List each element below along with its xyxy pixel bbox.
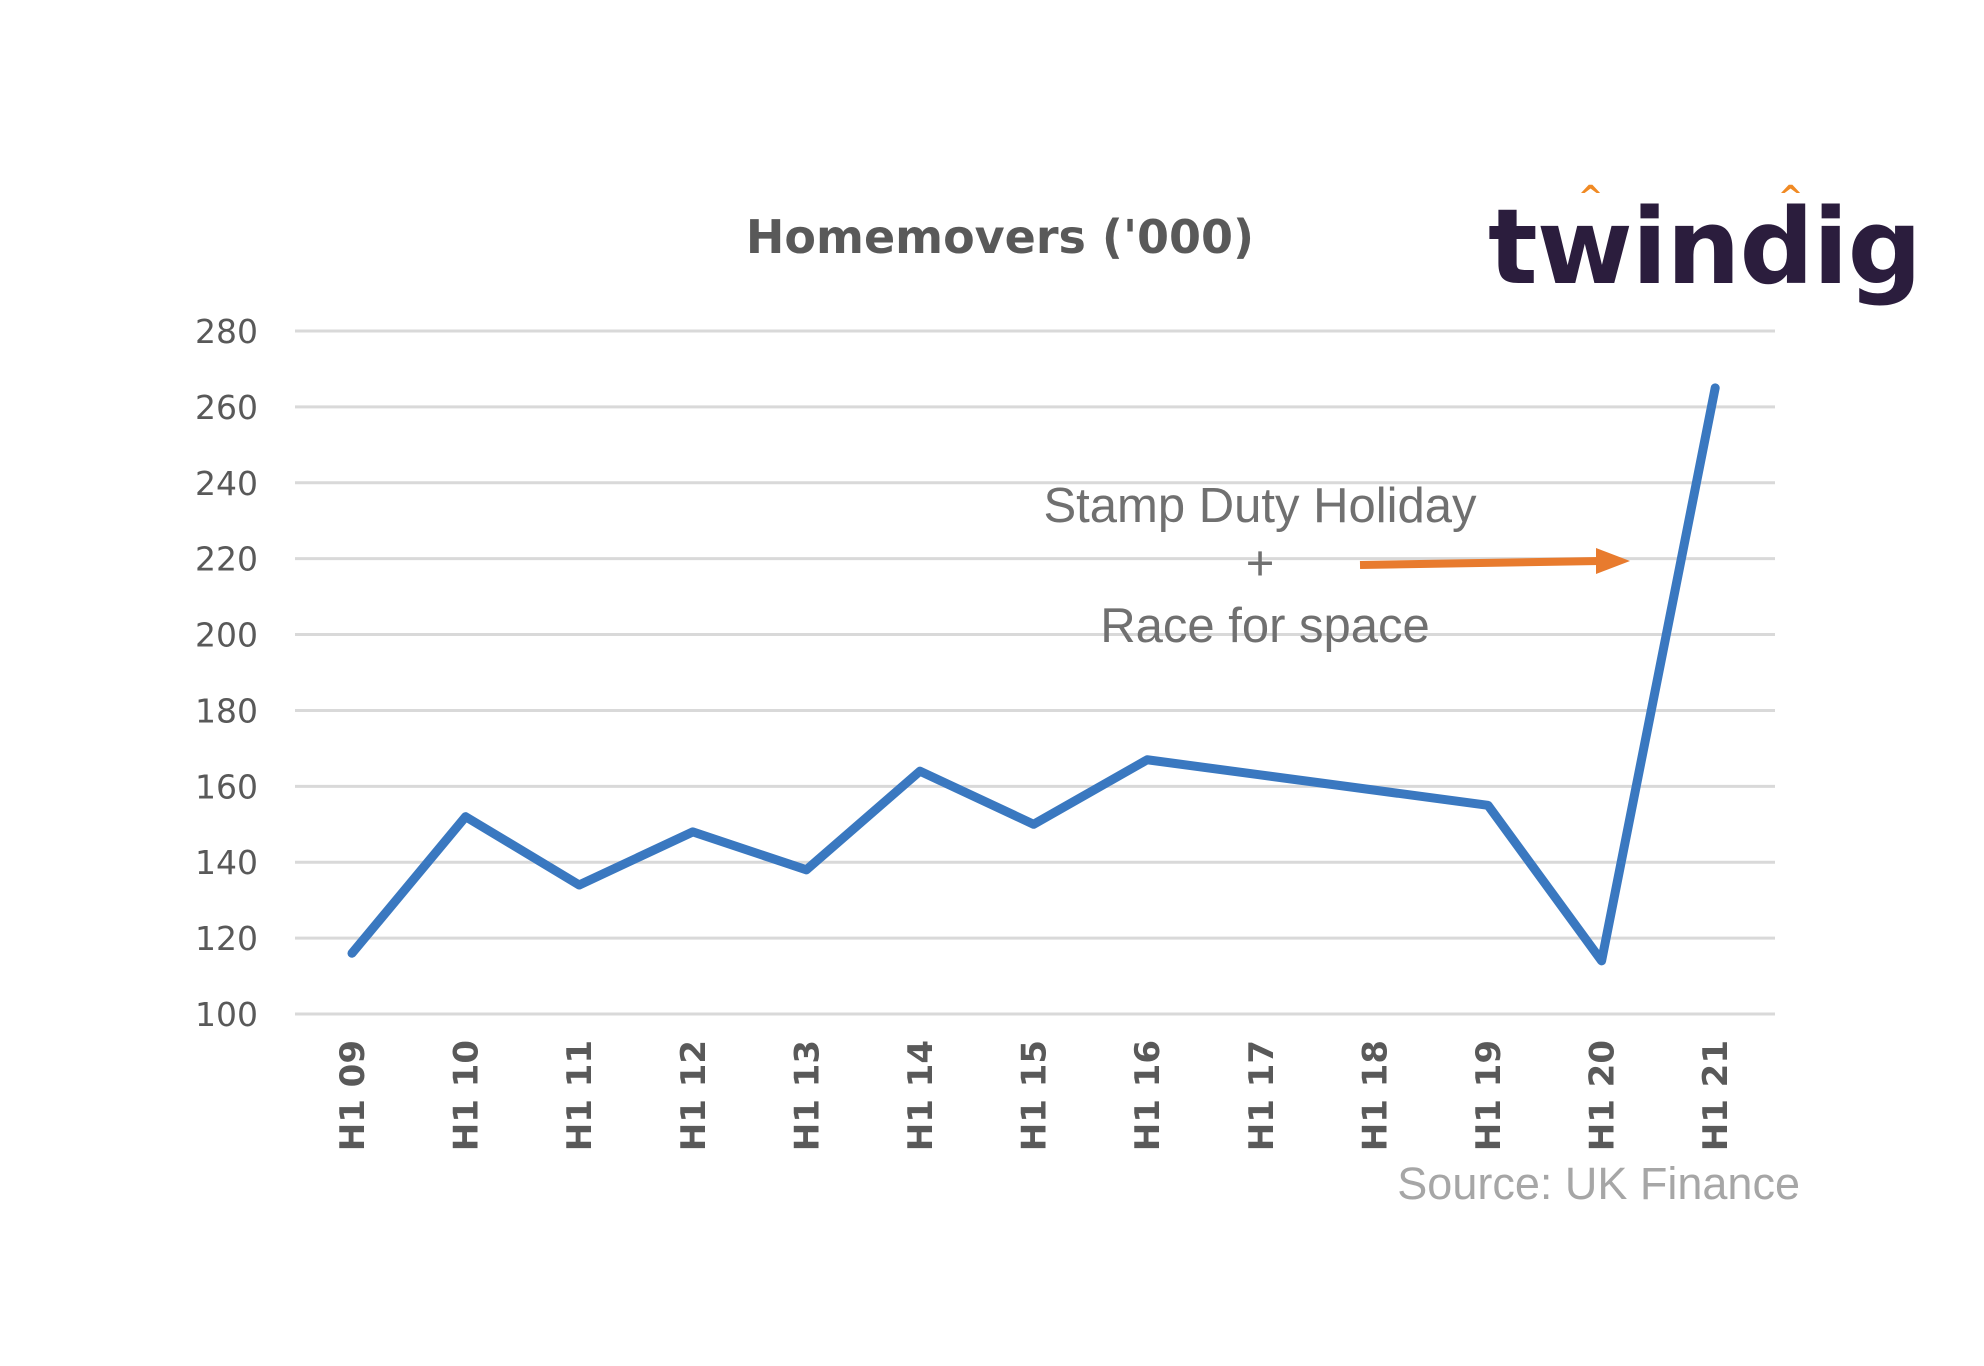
x-tick-label: H1 21 — [1696, 1040, 1736, 1151]
arrow-shaft — [1359, 557, 1601, 569]
chart-title: Homemovers ('000) — [745, 210, 1255, 264]
logo-accent-icon: ^ — [1778, 180, 1803, 215]
annotation-line-1: Stamp Duty Holiday — [1043, 479, 1477, 533]
x-tick-label: H1 15 — [1015, 1040, 1055, 1151]
y-tick-label: 220 — [195, 540, 258, 579]
logo-accent-icon: ^ — [1578, 180, 1603, 215]
y-tick-label: 160 — [195, 767, 258, 806]
x-tick-label: H1 10 — [447, 1040, 487, 1151]
series-layer — [347, 383, 1720, 966]
y-tick-label: 180 — [195, 691, 258, 730]
x-axis-ticks: H1 09 H1 10 H1 11 H1 12 H1 13 H1 14 H1 15 H1 16… — [333, 1040, 1736, 1151]
x-tick-label: H1 09 — [333, 1040, 373, 1151]
y-axis-ticks: 100 120 140 160 180 200 220 240 260 280 — [195, 312, 258, 1034]
x-tick-label: H1 13 — [787, 1040, 827, 1151]
arrow-head — [1596, 548, 1630, 574]
x-tick-label: H1 14 — [901, 1040, 941, 1151]
twindig-logo: twindig ^ ^ — [1488, 180, 1922, 308]
y-tick-label: 200 — [195, 616, 258, 655]
annotation-line-3: Race for space — [1100, 599, 1430, 653]
y-tick-label: 100 — [195, 995, 258, 1034]
annotation-line-2: + — [1245, 537, 1275, 591]
x-tick-label: H1 18 — [1355, 1040, 1395, 1151]
y-tick-label: 240 — [195, 464, 258, 503]
x-tick-label: H1 20 — [1583, 1040, 1623, 1151]
x-tick-label: H1 16 — [1128, 1040, 1168, 1151]
x-tick-label: H1 19 — [1469, 1040, 1509, 1151]
series-line — [347, 383, 1720, 966]
annotation-arrow — [1359, 548, 1630, 574]
y-tick-label: 120 — [195, 919, 258, 958]
y-tick-label: 280 — [195, 312, 258, 351]
gridlines — [295, 329, 1775, 1016]
x-tick-label: H1 12 — [674, 1040, 714, 1151]
x-tick-label: H1 11 — [560, 1040, 600, 1151]
x-tick-label: H1 17 — [1242, 1040, 1282, 1151]
y-tick-label: 140 — [195, 843, 258, 882]
source-note: Source: UK Finance — [1397, 1158, 1800, 1209]
logo-text: twindig — [1488, 186, 1922, 308]
y-tick-label: 260 — [195, 388, 258, 427]
